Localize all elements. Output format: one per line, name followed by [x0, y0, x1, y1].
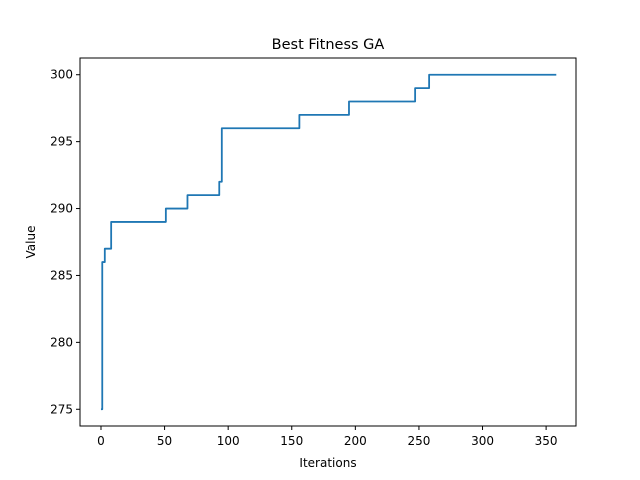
x-tick-label: 100	[217, 434, 240, 448]
x-tick-label: 150	[280, 434, 303, 448]
x-tick-label: 250	[407, 434, 430, 448]
x-tick-label: 50	[157, 434, 172, 448]
y-axis-ticks: 275 280 285 290 295 300	[50, 68, 80, 416]
x-tick-label: 350	[535, 434, 558, 448]
chart-title: Best Fitness GA	[272, 37, 385, 53]
x-axis-ticks: 0 50 100 150 200 250 300 350	[97, 426, 558, 448]
x-axis-label: Iterations	[299, 456, 356, 470]
y-tick-label: 280	[50, 335, 73, 349]
y-tick-label: 285	[50, 268, 73, 282]
x-tick-label: 0	[97, 434, 105, 448]
y-tick-label: 275	[50, 402, 73, 416]
y-axis-label: Value	[24, 226, 38, 259]
x-tick-label: 200	[344, 434, 367, 448]
y-tick-label: 300	[50, 68, 73, 82]
x-tick-label: 300	[471, 434, 494, 448]
fitness-line	[100, 73, 557, 411]
plot-frame	[79, 57, 577, 427]
y-tick-label: 290	[50, 202, 73, 216]
y-tick-label: 295	[50, 135, 73, 149]
